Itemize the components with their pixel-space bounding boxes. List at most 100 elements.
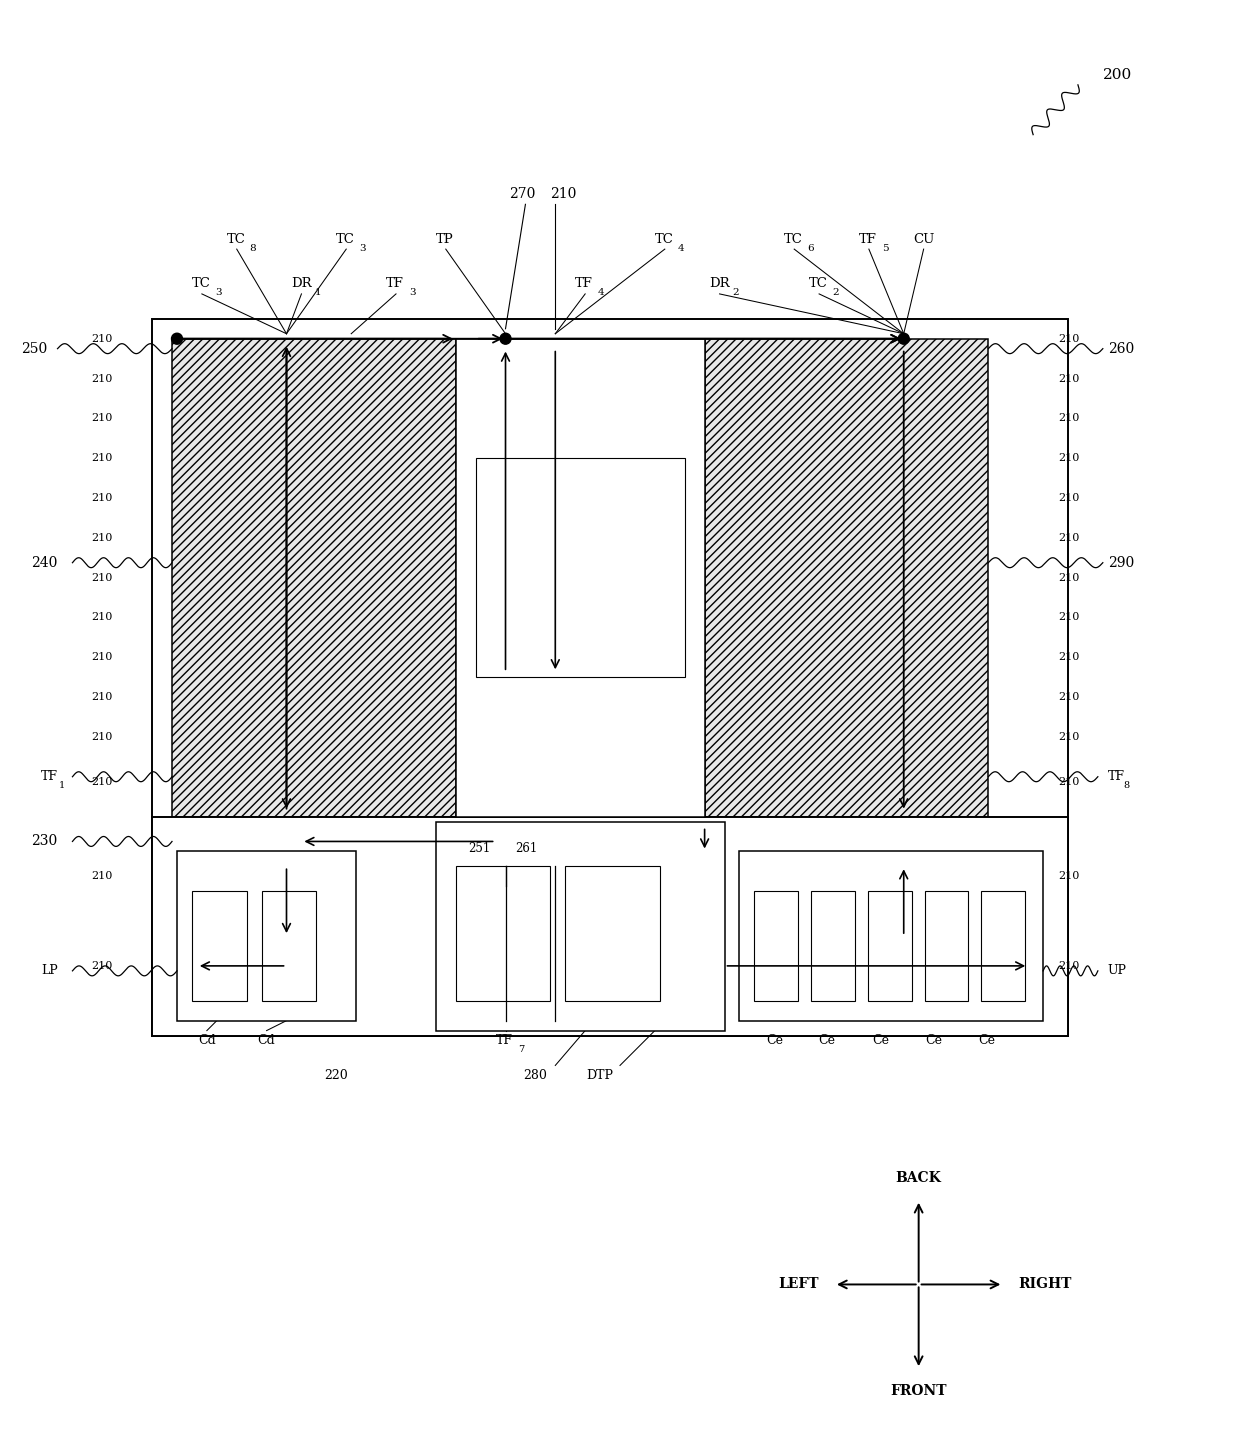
- Text: TF: TF: [541, 576, 557, 589]
- Text: 210: 210: [91, 333, 113, 343]
- Text: 2: 2: [832, 289, 838, 297]
- Text: TP: TP: [435, 233, 454, 246]
- Text: 290: 290: [1107, 556, 1135, 569]
- Text: 210: 210: [91, 414, 113, 424]
- Text: Cd: Cd: [258, 1035, 275, 1048]
- Text: 8: 8: [1123, 782, 1130, 790]
- Bar: [172, 816, 988, 867]
- Text: TC: TC: [655, 233, 673, 246]
- Bar: [172, 339, 456, 816]
- Text: TC: TC: [784, 233, 804, 246]
- Text: 7: 7: [518, 1045, 525, 1053]
- Text: 210: 210: [1058, 333, 1079, 343]
- Text: Ce: Ce: [925, 1035, 942, 1048]
- Text: 210: 210: [91, 493, 113, 503]
- Text: 5: 5: [882, 244, 888, 253]
- Circle shape: [171, 333, 182, 345]
- Text: 210: 210: [1058, 612, 1079, 622]
- Text: TF: TF: [486, 576, 502, 589]
- Text: 8: 8: [249, 244, 257, 253]
- Text: TF: TF: [859, 233, 877, 246]
- Bar: [153, 319, 1068, 1036]
- Bar: [153, 816, 1068, 1036]
- Text: 210: 210: [91, 652, 113, 662]
- Text: 210: 210: [1058, 414, 1079, 424]
- Text: 210: 210: [1058, 572, 1079, 582]
- Bar: [868, 891, 911, 1000]
- Text: 210: 210: [551, 187, 577, 201]
- Text: 1: 1: [58, 782, 64, 790]
- Text: 210: 210: [1058, 493, 1079, 503]
- Text: BACK: BACK: [895, 1171, 941, 1186]
- Text: 2: 2: [733, 289, 739, 297]
- Text: 4: 4: [678, 244, 684, 253]
- Text: TF: TF: [1107, 770, 1125, 783]
- Text: 210: 210: [91, 374, 113, 384]
- Text: Cd: Cd: [198, 1035, 216, 1048]
- Text: 210: 210: [91, 777, 113, 786]
- Text: FRONT: FRONT: [890, 1384, 947, 1398]
- Text: 200: 200: [1102, 68, 1132, 82]
- Text: CU: CU: [914, 233, 935, 246]
- Text: TC: TC: [192, 277, 211, 290]
- Text: 280: 280: [523, 1069, 547, 1082]
- Bar: [981, 891, 1025, 1000]
- Text: 3: 3: [360, 244, 366, 253]
- Text: 3: 3: [409, 289, 415, 297]
- Bar: [262, 891, 316, 1000]
- Text: TC: TC: [810, 277, 828, 290]
- Text: 3: 3: [215, 289, 222, 297]
- Text: 251: 251: [469, 842, 491, 855]
- Text: 210: 210: [1058, 533, 1079, 543]
- Circle shape: [898, 333, 909, 345]
- Text: 230: 230: [31, 835, 57, 848]
- Text: 270: 270: [508, 187, 536, 201]
- Text: 210: 210: [1058, 374, 1079, 384]
- Text: DR: DR: [291, 277, 312, 290]
- Text: TF: TF: [41, 770, 57, 783]
- Bar: [925, 891, 968, 1000]
- Text: TF: TF: [575, 277, 593, 290]
- Text: 210: 210: [91, 693, 113, 703]
- Text: 210: 210: [91, 612, 113, 622]
- Bar: [456, 867, 551, 1000]
- Text: TF: TF: [496, 1035, 512, 1048]
- Text: DR: DR: [709, 277, 730, 290]
- Text: 210: 210: [91, 572, 113, 582]
- Bar: [177, 851, 356, 1020]
- Text: 250: 250: [21, 342, 47, 356]
- Text: 210: 210: [1058, 731, 1079, 741]
- Text: RIGHT: RIGHT: [1018, 1277, 1071, 1292]
- Text: 210: 210: [1058, 961, 1079, 971]
- Text: 210: 210: [1058, 871, 1079, 881]
- Bar: [435, 822, 724, 1030]
- Text: 2: 2: [508, 588, 515, 596]
- Bar: [565, 867, 660, 1000]
- Text: 6: 6: [807, 244, 813, 253]
- Text: TF: TF: [386, 277, 404, 290]
- Text: 6: 6: [563, 588, 569, 596]
- Text: 260: 260: [1107, 342, 1135, 356]
- Text: 261: 261: [516, 842, 538, 855]
- Circle shape: [500, 333, 511, 345]
- Text: TC: TC: [336, 233, 355, 246]
- Text: Ce: Ce: [872, 1035, 889, 1048]
- Bar: [476, 458, 684, 677]
- Text: 210: 210: [91, 871, 113, 881]
- Bar: [456, 339, 704, 816]
- Text: 210: 210: [1058, 693, 1079, 703]
- Bar: [192, 891, 247, 1000]
- Text: 210: 210: [1058, 777, 1079, 786]
- Text: 4: 4: [598, 289, 605, 297]
- Text: 1: 1: [315, 289, 321, 297]
- Text: 210: 210: [1058, 453, 1079, 463]
- Text: 210: 210: [91, 533, 113, 543]
- Bar: [811, 891, 854, 1000]
- Text: 220: 220: [325, 1069, 348, 1082]
- Text: UP: UP: [1107, 964, 1127, 977]
- Text: 210: 210: [91, 731, 113, 741]
- Bar: [704, 339, 988, 816]
- Text: Ce: Ce: [766, 1035, 782, 1048]
- Text: 210: 210: [91, 961, 113, 971]
- Text: 210: 210: [91, 453, 113, 463]
